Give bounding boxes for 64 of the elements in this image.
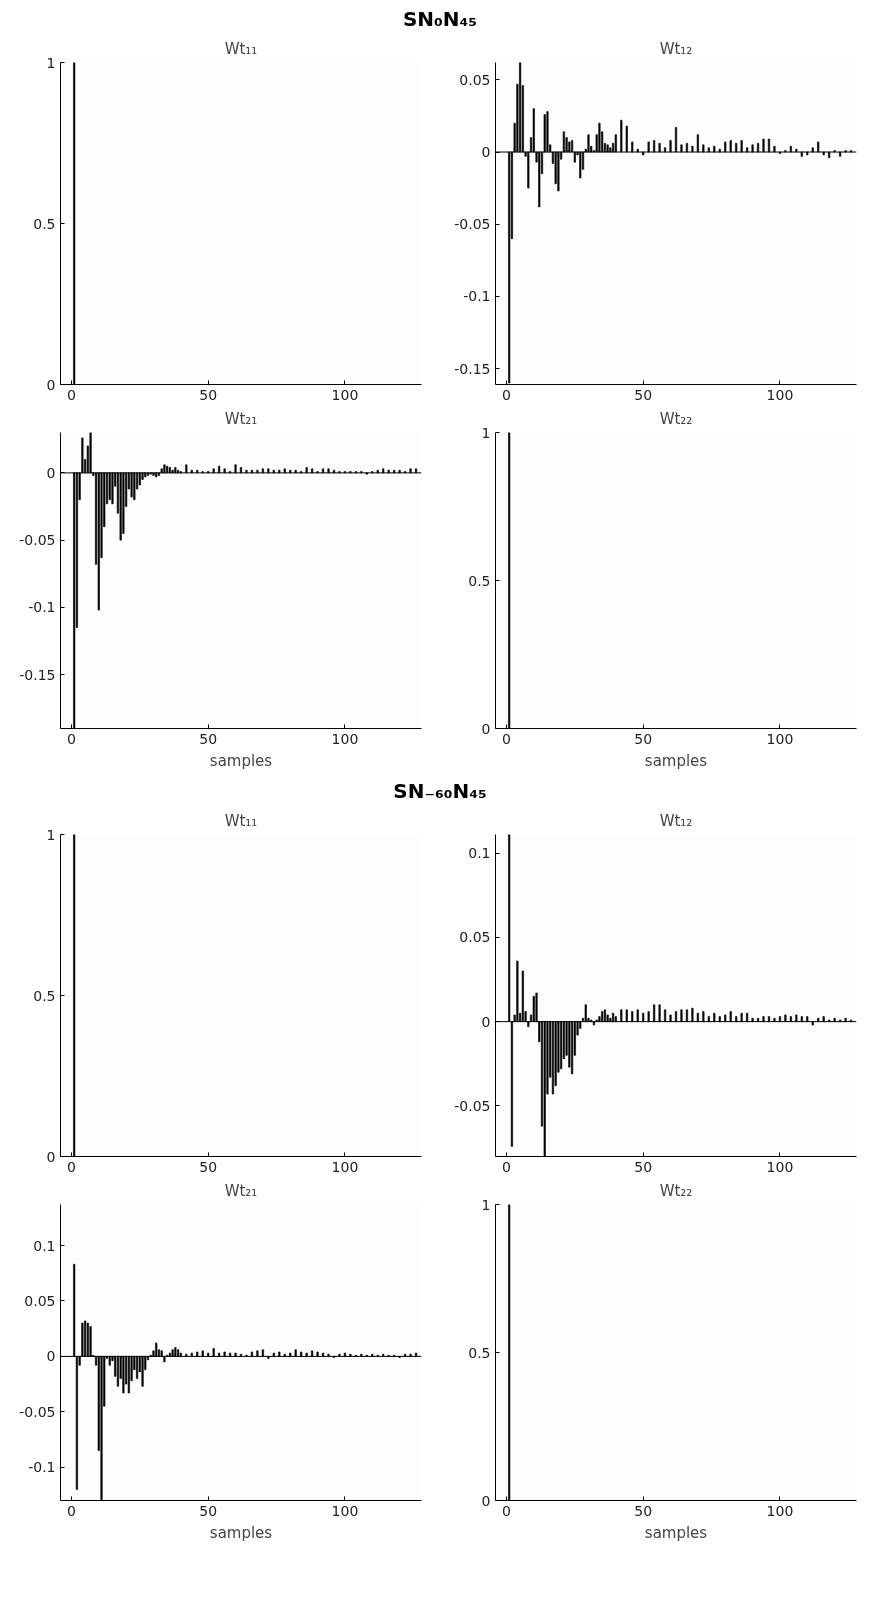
- x-tick-label: 0: [501, 386, 511, 403]
- y-tick-label: 0: [481, 1013, 491, 1030]
- x-tick-label: 0: [501, 1158, 511, 1175]
- y-tick-label: -0.15: [19, 666, 56, 683]
- y-tick-label: -0.05: [19, 532, 56, 549]
- y-tick-label: 0: [46, 464, 56, 481]
- y-tick-label: 1: [481, 424, 491, 441]
- x-tick-label: 100: [331, 1158, 359, 1175]
- y-tick-label: 0.05: [24, 1292, 56, 1309]
- x-axis-title: samples: [644, 1523, 708, 1542]
- x-tick-label: 0: [66, 1502, 76, 1519]
- chart-title: Wt₁₁: [224, 39, 258, 58]
- y-tick-label: 0.05: [459, 929, 491, 946]
- x-tick-label: 0: [501, 730, 511, 747]
- x-tick-label: 100: [766, 386, 794, 403]
- y-tick-label: 0.5: [468, 1344, 491, 1361]
- x-tick-label: 50: [634, 730, 653, 747]
- x-tick-label: 100: [766, 730, 794, 747]
- chart-title: Wt₂₂: [659, 1181, 693, 1200]
- x-axis-title: samples: [644, 751, 708, 770]
- x-axis-title: samples: [209, 751, 273, 770]
- x-tick-label: 0: [501, 1502, 511, 1519]
- y-tick-label: 0.1: [33, 1237, 56, 1254]
- y-tick-label: 1: [46, 826, 56, 843]
- y-tick-label: 0: [46, 1348, 56, 1365]
- x-tick-label: 50: [199, 1502, 218, 1519]
- y-tick-label: -0.1: [463, 288, 491, 305]
- y-tick-label: -0.05: [19, 1403, 56, 1420]
- x-tick-label: 100: [331, 730, 359, 747]
- chart-title: Wt₁₂: [659, 39, 693, 58]
- x-tick-label: 50: [199, 730, 218, 747]
- chart-title: Wt₁₁: [224, 811, 258, 830]
- y-tick-label: -0.1: [28, 1459, 56, 1476]
- x-tick-label: 50: [199, 386, 218, 403]
- y-tick-label: 0: [481, 144, 491, 161]
- x-tick-label: 100: [331, 386, 359, 403]
- y-tick-label: -0.1: [28, 599, 56, 616]
- y-tick-label: 0.1: [468, 845, 491, 862]
- chart-title: Wt₁₂: [659, 811, 693, 830]
- y-tick-label: 1: [46, 54, 56, 71]
- y-tick-label: -0.05: [454, 216, 491, 233]
- y-tick-label: 0.5: [468, 572, 491, 589]
- chart-title: Wt₂₁: [224, 409, 258, 428]
- y-tick-label: 0.5: [33, 987, 56, 1004]
- x-tick-label: 100: [331, 1502, 359, 1519]
- y-tick-label: -0.05: [454, 1097, 491, 1114]
- chart-subtitle: SN₋₆₀N₄₅: [393, 778, 487, 805]
- chart-title: Wt₂₂: [659, 409, 693, 428]
- x-tick-label: 50: [634, 386, 653, 403]
- x-axis-title: samples: [209, 1523, 273, 1542]
- y-tick-label: 1: [481, 1196, 491, 1213]
- x-tick-label: 50: [634, 1158, 653, 1175]
- x-tick-label: 100: [766, 1158, 794, 1175]
- x-tick-label: 50: [199, 1158, 218, 1175]
- x-tick-label: 0: [66, 386, 76, 403]
- x-tick-label: 0: [66, 730, 76, 747]
- chart-subtitle: SN₀N₄₅: [402, 6, 478, 33]
- x-tick-label: 0: [66, 1158, 76, 1175]
- chart-title: Wt₂₁: [224, 1181, 258, 1200]
- y-tick-label: -0.15: [454, 360, 491, 377]
- x-tick-label: 50: [634, 1502, 653, 1519]
- y-tick-label: 0.5: [33, 215, 56, 232]
- x-tick-label: 100: [766, 1502, 794, 1519]
- y-tick-label: 0.05: [459, 71, 491, 88]
